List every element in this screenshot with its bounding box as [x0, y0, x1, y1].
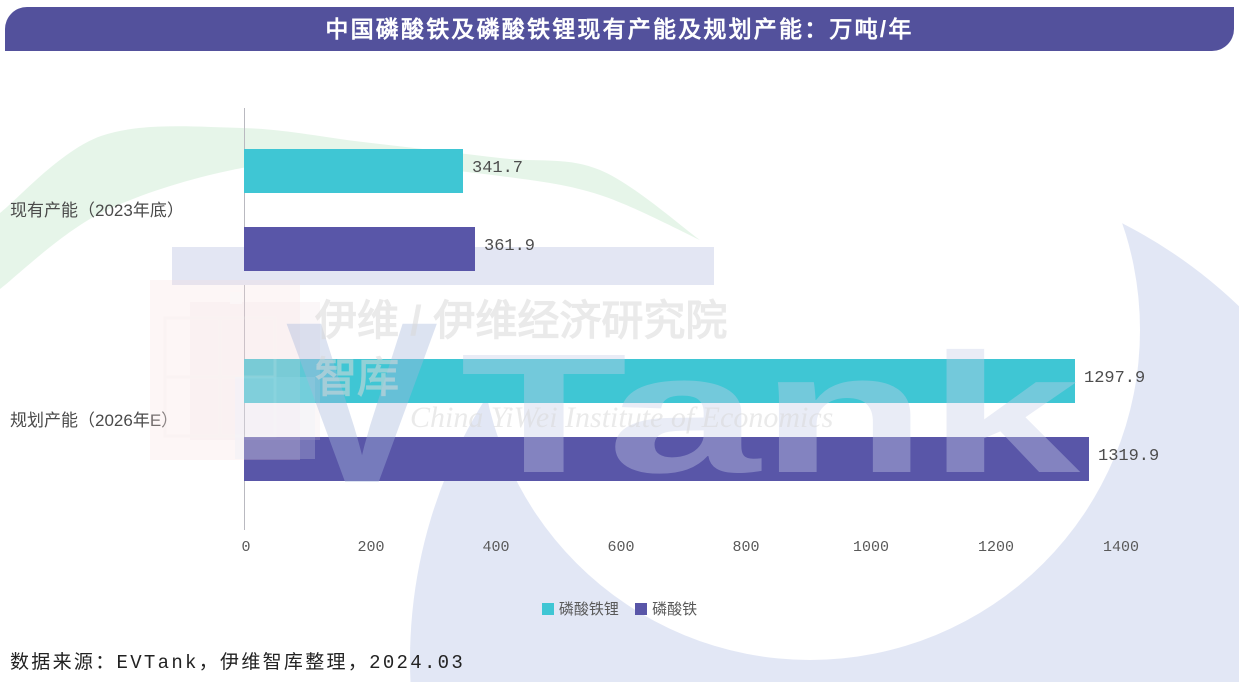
svg-text:/ 伊维经济研究院: / 伊维经济研究院 — [410, 297, 727, 344]
svg-text:伊维: 伊维 — [314, 297, 399, 344]
svg-text:China YiWei Institute of Econo: China YiWei Institute of Economics — [410, 401, 833, 434]
svg-text:智库: 智库 — [315, 354, 399, 401]
